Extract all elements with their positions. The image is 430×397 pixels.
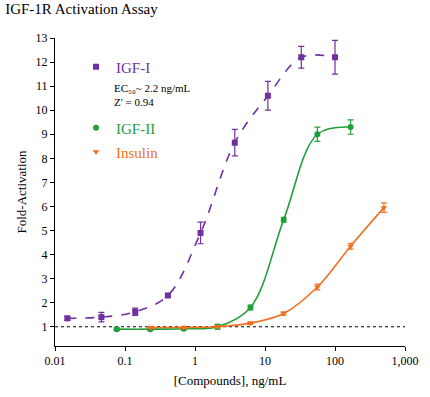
svg-text:0.01: 0.01 xyxy=(45,354,66,368)
svg-text:EC₅₀~ 2.2 ng/mL: EC₅₀~ 2.2 ng/mL xyxy=(114,82,191,94)
svg-text:13: 13 xyxy=(36,31,48,45)
svg-text:9: 9 xyxy=(42,127,48,141)
svg-text:4: 4 xyxy=(42,248,48,262)
svg-text:IGF-1R Activation Assay: IGF-1R Activation Assay xyxy=(5,1,158,17)
svg-text:6: 6 xyxy=(42,200,48,214)
svg-text:2: 2 xyxy=(42,296,48,310)
svg-text:IGF-I: IGF-I xyxy=(116,60,150,76)
svg-text:1,000: 1,000 xyxy=(392,354,419,368)
svg-text:5: 5 xyxy=(42,224,48,238)
svg-text:10: 10 xyxy=(36,103,48,117)
svg-text:8: 8 xyxy=(42,152,48,166)
svg-text:[Compounds], ng/mL: [Compounds], ng/mL xyxy=(174,373,287,388)
svg-text:IGF-II: IGF-II xyxy=(116,121,155,137)
svg-text:Z' = 0.94: Z' = 0.94 xyxy=(114,96,154,108)
svg-text:100: 100 xyxy=(326,354,344,368)
svg-text:Insulin: Insulin xyxy=(116,145,158,161)
svg-text:Fold-Activation: Fold-Activation xyxy=(14,150,29,234)
svg-text:0.1: 0.1 xyxy=(118,354,133,368)
svg-text:1: 1 xyxy=(192,354,198,368)
svg-text:3: 3 xyxy=(42,272,48,286)
svg-text:11: 11 xyxy=(36,79,48,93)
svg-text:12: 12 xyxy=(36,55,48,69)
svg-text:10: 10 xyxy=(259,354,271,368)
svg-text:1: 1 xyxy=(42,320,48,334)
svg-text:7: 7 xyxy=(42,176,48,190)
